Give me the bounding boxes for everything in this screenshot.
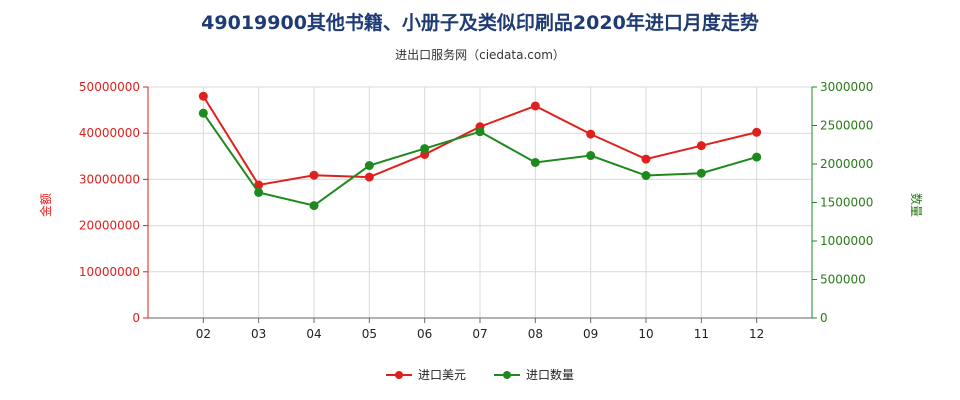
series-1-point xyxy=(254,180,264,190)
y-right-tick-label: 3000000 xyxy=(820,80,873,94)
x-tick-label: 03 xyxy=(251,327,266,341)
series-1-point xyxy=(586,129,596,139)
series-2-point xyxy=(420,144,430,154)
chart-legend: 进口美元 进口数量 xyxy=(0,366,960,383)
y-left-tick-label: 30000000 xyxy=(79,172,140,186)
series-2-point xyxy=(696,168,706,178)
series-2-point xyxy=(475,127,485,137)
series-2-point xyxy=(752,152,762,162)
y-right-tick-label: 2500000 xyxy=(820,119,873,133)
series-1-point xyxy=(530,101,540,111)
y-left-tick-label: 0 xyxy=(132,311,140,325)
legend-item-series2[interactable]: 进口数量 xyxy=(494,366,574,383)
x-tick-label: 07 xyxy=(472,327,487,341)
x-tick-label: 06 xyxy=(417,327,432,341)
y-right-tick-label: 500000 xyxy=(820,273,866,287)
y-left-tick-label: 40000000 xyxy=(79,126,140,140)
x-tick-label: 08 xyxy=(528,327,543,341)
y-right-tick-label: 0 xyxy=(820,311,828,325)
series-2-point xyxy=(530,157,540,167)
y-left-tick-label: 20000000 xyxy=(79,219,140,233)
x-tick-label: 04 xyxy=(306,327,321,341)
series-2-point xyxy=(364,161,374,171)
legend-item-series1[interactable]: 进口美元 xyxy=(385,366,466,383)
x-tick-label: 11 xyxy=(694,327,709,341)
y-right-tick-label: 1000000 xyxy=(820,234,873,248)
chart-subtitle: 进出口服务网（ciedata.com） xyxy=(395,48,565,62)
legend-label-series1: 进口美元 xyxy=(417,368,466,382)
series-1-point xyxy=(198,91,208,101)
series-2-point xyxy=(641,171,651,181)
series-2-point xyxy=(309,201,319,211)
y-right-tick-label: 1500000 xyxy=(820,196,873,210)
y-left-tick-label: 10000000 xyxy=(79,265,140,279)
y-left-tick-label: 50000000 xyxy=(79,80,140,94)
series-1-point xyxy=(752,127,762,137)
series-1-point xyxy=(641,154,651,164)
series-1-point xyxy=(364,172,374,182)
series-2-point xyxy=(254,187,264,197)
legend-swatch-series1 xyxy=(385,369,412,381)
legend-swatch-series2 xyxy=(494,369,520,381)
x-tick-label: 02 xyxy=(196,327,211,341)
series-1-point xyxy=(696,141,706,151)
y-axis-left-title: 金额 xyxy=(38,193,53,217)
y-axis-right-title: 数量 xyxy=(909,193,924,217)
x-tick-label: 09 xyxy=(583,327,598,341)
series-2-point xyxy=(586,151,596,161)
y-right-tick-label: 2000000 xyxy=(820,157,873,171)
chart-title: 49019900其他书籍、小册子及类似印刷品2020年进口月度走势 xyxy=(201,12,759,34)
x-tick-label: 12 xyxy=(749,327,764,341)
series-1-point xyxy=(309,170,319,180)
x-tick-label: 05 xyxy=(362,327,377,341)
legend-label-series2: 进口数量 xyxy=(526,368,575,382)
x-tick-label: 10 xyxy=(638,327,653,341)
series-2-point xyxy=(198,108,208,118)
